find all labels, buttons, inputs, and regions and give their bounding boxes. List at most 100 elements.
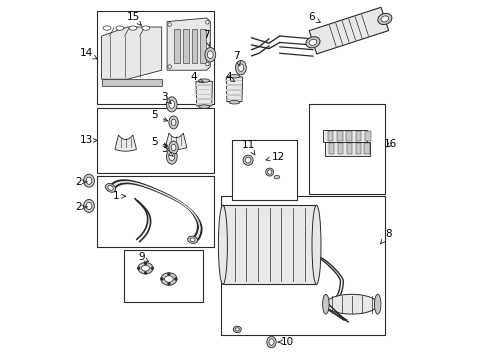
Ellipse shape xyxy=(380,16,388,22)
Polygon shape xyxy=(308,7,388,54)
Ellipse shape xyxy=(198,105,209,108)
Polygon shape xyxy=(327,131,333,141)
Polygon shape xyxy=(167,18,210,70)
Ellipse shape xyxy=(265,168,273,176)
Ellipse shape xyxy=(167,273,170,276)
Text: 4: 4 xyxy=(190,72,203,82)
Ellipse shape xyxy=(167,65,171,68)
Ellipse shape xyxy=(142,26,149,30)
Ellipse shape xyxy=(374,294,380,314)
Bar xyxy=(309,104,384,194)
Ellipse shape xyxy=(207,51,213,58)
Ellipse shape xyxy=(243,155,253,165)
Polygon shape xyxy=(196,94,212,95)
Bar xyxy=(221,196,384,335)
Ellipse shape xyxy=(235,60,246,75)
Ellipse shape xyxy=(167,282,170,285)
Polygon shape xyxy=(355,131,361,141)
Ellipse shape xyxy=(103,26,111,30)
Text: 13: 13 xyxy=(80,135,97,145)
Ellipse shape xyxy=(325,294,377,314)
Text: 5: 5 xyxy=(151,110,167,121)
Ellipse shape xyxy=(116,26,123,30)
Polygon shape xyxy=(223,205,316,284)
Ellipse shape xyxy=(86,202,92,210)
Ellipse shape xyxy=(105,184,116,192)
Polygon shape xyxy=(183,29,188,63)
Ellipse shape xyxy=(308,39,316,45)
Ellipse shape xyxy=(228,75,240,78)
Ellipse shape xyxy=(190,238,195,242)
Polygon shape xyxy=(322,130,366,141)
Bar xyxy=(97,108,213,173)
Text: 4: 4 xyxy=(224,72,234,82)
Polygon shape xyxy=(196,81,212,106)
Ellipse shape xyxy=(144,271,146,274)
Polygon shape xyxy=(337,143,342,154)
Ellipse shape xyxy=(168,100,174,108)
Polygon shape xyxy=(115,135,136,151)
Text: 2: 2 xyxy=(75,177,87,187)
Ellipse shape xyxy=(160,278,163,280)
Text: 3: 3 xyxy=(161,144,173,156)
Text: 8: 8 xyxy=(380,229,391,244)
Ellipse shape xyxy=(171,119,176,126)
Ellipse shape xyxy=(164,276,173,282)
Ellipse shape xyxy=(273,175,279,179)
Polygon shape xyxy=(336,131,342,141)
Polygon shape xyxy=(325,142,369,156)
Ellipse shape xyxy=(187,236,197,243)
Ellipse shape xyxy=(168,153,174,161)
Text: 5: 5 xyxy=(151,137,167,147)
Ellipse shape xyxy=(151,267,153,270)
Polygon shape xyxy=(226,89,242,91)
Bar xyxy=(97,176,213,247)
Polygon shape xyxy=(355,143,360,154)
Polygon shape xyxy=(174,29,180,63)
Ellipse shape xyxy=(322,294,328,314)
Ellipse shape xyxy=(168,116,178,129)
Polygon shape xyxy=(226,77,242,102)
Text: 14: 14 xyxy=(80,48,97,59)
Text: 1: 1 xyxy=(112,191,125,201)
Ellipse shape xyxy=(198,79,209,82)
Ellipse shape xyxy=(167,23,171,26)
Ellipse shape xyxy=(266,336,276,348)
Ellipse shape xyxy=(311,205,320,284)
Text: 11: 11 xyxy=(241,140,254,155)
Text: 10: 10 xyxy=(278,337,294,347)
Ellipse shape xyxy=(86,177,92,184)
Ellipse shape xyxy=(161,273,177,285)
Polygon shape xyxy=(226,85,242,86)
Polygon shape xyxy=(346,143,351,154)
Ellipse shape xyxy=(144,262,146,265)
Ellipse shape xyxy=(83,199,94,212)
Ellipse shape xyxy=(233,326,241,333)
Bar xyxy=(97,11,213,104)
Ellipse shape xyxy=(267,170,271,174)
Polygon shape xyxy=(226,80,242,81)
Ellipse shape xyxy=(218,205,227,284)
Text: 16: 16 xyxy=(383,139,396,149)
Polygon shape xyxy=(346,131,351,141)
Ellipse shape xyxy=(235,328,239,331)
Ellipse shape xyxy=(137,267,140,270)
Polygon shape xyxy=(196,98,212,100)
Ellipse shape xyxy=(244,157,250,163)
Text: 7: 7 xyxy=(203,30,210,46)
Polygon shape xyxy=(196,89,212,90)
Text: 2: 2 xyxy=(75,202,87,212)
Bar xyxy=(231,140,296,200)
Text: 6: 6 xyxy=(307,12,320,23)
Polygon shape xyxy=(102,27,162,79)
Ellipse shape xyxy=(83,174,94,187)
Polygon shape xyxy=(196,103,212,105)
Ellipse shape xyxy=(166,149,177,164)
Text: 9: 9 xyxy=(138,252,148,262)
Polygon shape xyxy=(328,143,333,154)
Polygon shape xyxy=(191,29,197,63)
Polygon shape xyxy=(226,99,242,100)
Ellipse shape xyxy=(129,26,137,30)
Ellipse shape xyxy=(377,13,391,24)
Ellipse shape xyxy=(168,141,178,154)
